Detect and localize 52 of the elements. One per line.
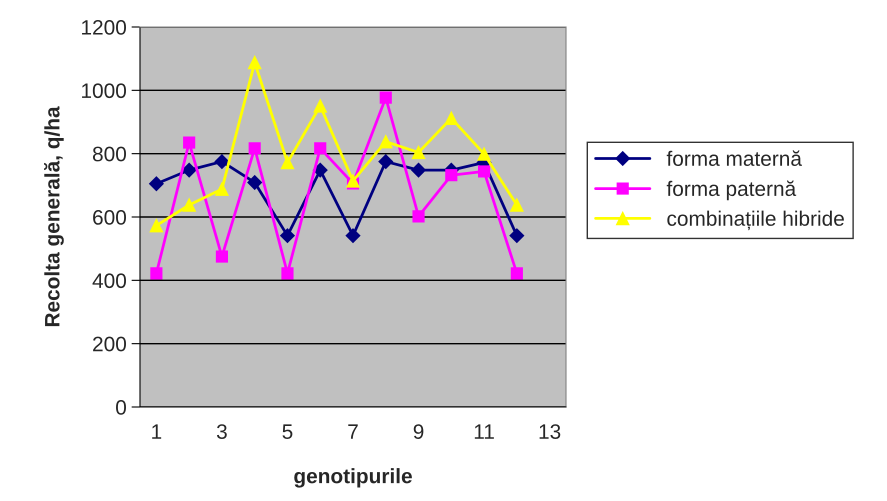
point: [183, 136, 196, 149]
point: [313, 99, 327, 113]
point: [510, 267, 523, 280]
x-tick-label: 3: [216, 424, 227, 439]
point: [281, 267, 294, 280]
point: [247, 175, 262, 190]
y-tick-label: 1000: [82, 83, 126, 98]
legend-label: forma maternă: [666, 150, 802, 166]
point: [411, 162, 426, 178]
y-tick-label: 400: [92, 273, 126, 288]
legend-label: combinațiile hibride: [667, 210, 844, 230]
point: [379, 134, 393, 148]
point: [445, 169, 458, 182]
x-tick-label: 1: [152, 424, 162, 439]
point: [478, 165, 490, 178]
point: [216, 250, 228, 263]
y-tick-label: 200: [93, 336, 126, 352]
point: [215, 182, 229, 196]
point: [444, 111, 458, 125]
x-tick-label: 13: [540, 424, 560, 439]
point: [378, 154, 394, 169]
point: [509, 228, 524, 244]
point: [214, 154, 230, 169]
point: [182, 198, 196, 212]
y-tick-label: 1200: [82, 20, 126, 35]
point: [412, 210, 425, 222]
point: [248, 56, 262, 70]
point: [510, 198, 524, 212]
legend-label: forma paternă: [666, 180, 796, 200]
x-tick-label: 7: [348, 424, 358, 439]
point: [380, 92, 392, 104]
point: [148, 176, 164, 192]
point: [412, 146, 426, 160]
point: [477, 147, 491, 161]
y-axis-title: Recolta generală, q/ha: [44, 106, 64, 326]
point: [150, 267, 162, 280]
y-tick-label: 800: [92, 146, 126, 162]
point: [150, 218, 164, 232]
point: [182, 162, 197, 178]
point: [248, 142, 261, 154]
point: [346, 174, 360, 188]
x-tick-label: 9: [414, 424, 424, 439]
x-tick-label: 5: [282, 424, 292, 439]
x-axis-title: genotipurile: [294, 468, 412, 488]
point: [280, 156, 294, 170]
point: [280, 228, 295, 244]
y-tick-label: 600: [93, 210, 126, 225]
point: [346, 228, 360, 244]
x-tick-label: 11: [474, 424, 494, 439]
point: [314, 142, 326, 154]
y-tick-label: 0: [116, 400, 126, 415]
point: [312, 162, 328, 178]
